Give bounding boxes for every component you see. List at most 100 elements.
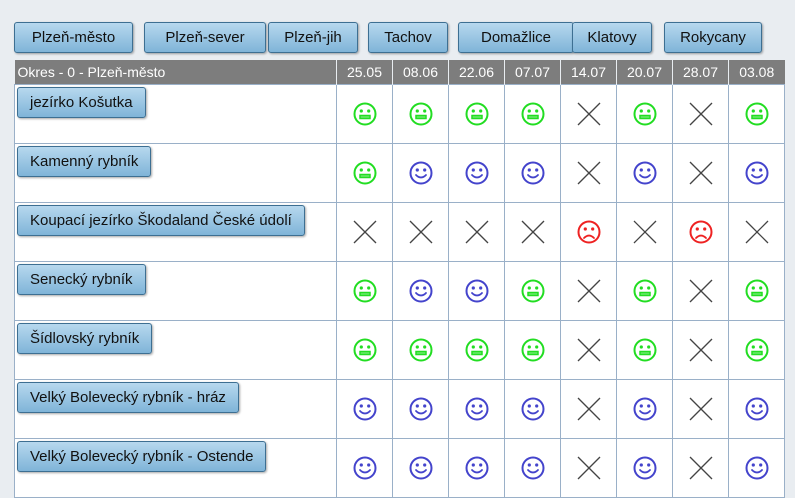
status-cell <box>336 83 393 144</box>
status-cell <box>336 260 393 321</box>
date-header: 25.05 <box>336 60 393 84</box>
status-cell <box>336 201 393 262</box>
table-row: Koupací jezírko Škodaland České údolí <box>14 201 785 262</box>
location-cell: Senecký rybník <box>14 260 337 321</box>
cross-icon <box>353 220 376 243</box>
cross-icon <box>577 456 600 479</box>
neutral-face-icon <box>521 279 544 302</box>
status-cell <box>392 201 449 262</box>
cross-icon <box>465 220 488 243</box>
date-header: 07.07 <box>504 60 561 84</box>
location-cell: Velký Bolevecký rybník - Ostende <box>14 437 337 498</box>
neutral-face-icon <box>353 102 376 125</box>
sad-face-icon <box>689 220 712 243</box>
tab-district[interactable]: Plzeň-město <box>14 22 133 53</box>
neutral-face-icon <box>409 338 432 361</box>
neutral-face-icon <box>353 279 376 302</box>
status-cell <box>392 83 449 144</box>
status-cell <box>392 378 449 439</box>
date-header: 22.06 <box>448 60 505 84</box>
tab-district[interactable]: Tachov <box>368 22 448 53</box>
location-cell: Kamenný rybník <box>14 142 337 203</box>
tab-district[interactable]: Domažlice <box>458 22 574 53</box>
status-cell <box>616 437 673 498</box>
status-cell <box>672 378 729 439</box>
tab-district[interactable]: Plzeň-sever <box>144 22 266 53</box>
status-cell <box>616 319 673 380</box>
table-row: Velký Bolevecký rybník - Ostende <box>14 437 785 498</box>
status-cell <box>616 260 673 321</box>
table-row: Velký Bolevecký rybník - hráz <box>14 378 785 439</box>
cross-icon <box>689 338 712 361</box>
status-cell <box>448 260 505 321</box>
status-cell <box>672 319 729 380</box>
neutral-face-icon <box>633 102 656 125</box>
cross-icon <box>689 102 712 125</box>
status-cell <box>728 201 785 262</box>
cross-icon <box>577 102 600 125</box>
status-cell <box>672 142 729 203</box>
sad-face-icon <box>577 220 600 243</box>
tab-district[interactable]: Plzeň-jih <box>268 22 358 53</box>
district-header: Okres - 0 - Plzeň-město <box>14 60 337 84</box>
smile-face-icon <box>465 279 488 302</box>
neutral-face-icon <box>353 161 376 184</box>
status-cell <box>560 437 617 498</box>
status-cell <box>448 83 505 144</box>
status-cell <box>336 437 393 498</box>
cross-icon <box>633 220 656 243</box>
location-button[interactable]: Velký Bolevecký rybník - hráz <box>17 381 239 413</box>
neutral-face-icon <box>633 338 656 361</box>
status-cell <box>336 378 393 439</box>
location-cell: jezírko Košutka <box>14 83 337 144</box>
location-button[interactable]: Kamenný rybník <box>17 145 152 177</box>
location-button[interactable]: Senecký rybník <box>17 263 146 295</box>
status-cell <box>616 201 673 262</box>
status-cell <box>560 378 617 439</box>
neutral-face-icon <box>465 102 488 125</box>
cross-icon <box>689 279 712 302</box>
neutral-face-icon <box>465 338 488 361</box>
status-cell <box>728 83 785 144</box>
date-header: 20.07 <box>616 60 673 84</box>
status-cell <box>392 437 449 498</box>
status-cell <box>336 319 393 380</box>
cross-icon <box>521 220 544 243</box>
status-cell <box>336 142 393 203</box>
smile-face-icon <box>633 456 656 479</box>
smile-face-icon <box>465 456 488 479</box>
status-cell <box>504 83 561 144</box>
location-button[interactable]: Koupací jezírko Škodaland České údolí <box>17 204 305 236</box>
status-cell <box>560 201 617 262</box>
tab-district[interactable]: Klatovy <box>572 22 652 53</box>
status-cell <box>560 142 617 203</box>
cross-icon <box>409 220 432 243</box>
status-cell <box>616 83 673 144</box>
table-row: Šídlovský rybník <box>14 319 785 380</box>
status-cell <box>560 83 617 144</box>
cross-icon <box>577 161 600 184</box>
neutral-face-icon <box>745 338 768 361</box>
status-cell <box>560 319 617 380</box>
status-cell <box>448 319 505 380</box>
location-button[interactable]: Velký Bolevecký rybník - Ostende <box>17 440 267 472</box>
date-header: 03.08 <box>728 60 785 84</box>
tab-district[interactable]: Rokycany <box>664 22 762 53</box>
table-row: Kamenný rybník <box>14 142 785 203</box>
status-cell <box>504 378 561 439</box>
status-cell <box>728 437 785 498</box>
status-cell <box>728 378 785 439</box>
status-cell <box>392 319 449 380</box>
cross-icon <box>689 456 712 479</box>
status-cell <box>448 201 505 262</box>
status-cell <box>728 142 785 203</box>
neutral-face-icon <box>521 102 544 125</box>
location-cell: Šídlovský rybník <box>14 319 337 380</box>
smile-face-icon <box>745 161 768 184</box>
status-cell <box>560 260 617 321</box>
smile-face-icon <box>521 456 544 479</box>
status-cell <box>392 260 449 321</box>
cross-icon <box>577 279 600 302</box>
location-button[interactable]: jezírko Košutka <box>17 86 146 118</box>
location-button[interactable]: Šídlovský rybník <box>17 322 153 354</box>
